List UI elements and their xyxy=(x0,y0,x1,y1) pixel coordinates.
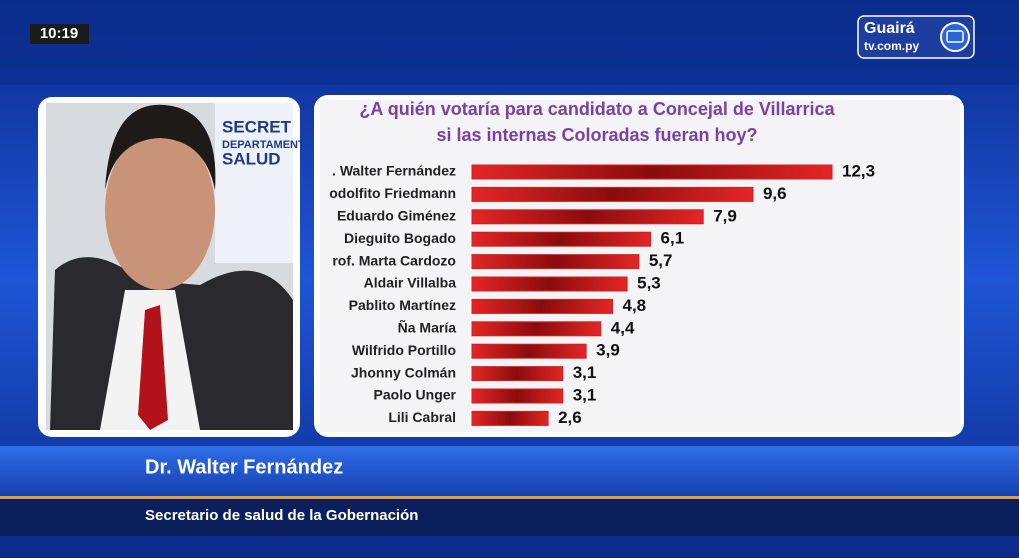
value-label: 5,7 xyxy=(649,251,673,270)
logo-tv xyxy=(946,30,964,43)
bar xyxy=(471,321,602,337)
value-label: 2,6 xyxy=(558,408,582,427)
category-label: Ña María xyxy=(398,319,457,336)
chart-area xyxy=(320,100,960,432)
category-label: Eduardo Giménez xyxy=(337,208,456,224)
category-label: Paolo Unger xyxy=(374,387,457,403)
clock-box xyxy=(30,24,89,44)
value-label: 9,6 xyxy=(763,184,787,203)
value-label: 4,8 xyxy=(622,296,646,315)
person-tie xyxy=(138,305,168,430)
sign-text: DEPARTAMENT xyxy=(222,139,305,151)
logo-site: tv.com.py xyxy=(864,39,919,53)
person-face xyxy=(105,130,215,290)
bar xyxy=(471,231,652,247)
value-label: 12,3 xyxy=(842,161,875,180)
clock: 10:19 xyxy=(40,25,78,42)
sign-text: SECRET xyxy=(222,117,292,136)
category-label: Aldair Villalba xyxy=(364,275,457,291)
bar xyxy=(471,410,549,426)
value-label: 4,4 xyxy=(611,318,635,337)
category-label: rof. Marta Cardozo xyxy=(332,252,456,268)
bar xyxy=(471,186,754,202)
category-label: . Walter Fernández xyxy=(332,163,456,179)
divider xyxy=(0,496,1019,499)
value-label: 5,3 xyxy=(637,273,661,292)
bar xyxy=(471,366,564,382)
logo-icon xyxy=(940,22,970,52)
value-label: 6,1 xyxy=(661,229,685,248)
sign-text: SALUD xyxy=(222,149,281,168)
person-hair xyxy=(105,104,216,190)
value-label: 3,9 xyxy=(596,341,620,360)
bar xyxy=(471,276,628,292)
speaker-name: Dr. Walter Fernández xyxy=(145,456,343,478)
chart-title: ¿A quién votaría para candidato a Concej… xyxy=(359,99,835,119)
value-label: 3,1 xyxy=(573,363,597,382)
chart-title: si las internas Coloradas fueran hoy? xyxy=(436,125,757,145)
category-label: Lili Cabral xyxy=(388,409,456,425)
category-label: Pablito Martínez xyxy=(349,297,456,313)
category-label: Dieguito Bogado xyxy=(344,230,456,246)
bar xyxy=(471,343,587,359)
lower-third-name-band xyxy=(0,446,1019,496)
lower-third-role-band xyxy=(0,499,1019,536)
bar xyxy=(471,164,833,180)
value-label: 7,9 xyxy=(713,206,737,225)
bar xyxy=(471,388,564,404)
top-band xyxy=(0,0,1019,85)
category-label: odolfito Friedmann xyxy=(329,185,456,201)
bar xyxy=(471,254,640,270)
sign xyxy=(215,103,293,263)
category-label: Jhonny Colmán xyxy=(351,364,456,380)
category-label: Wilfrido Portillo xyxy=(352,342,456,358)
speaker-role: Secretario de salud de la Gobernación xyxy=(145,507,418,524)
logo-name: Guairá xyxy=(864,20,915,37)
bar xyxy=(471,298,613,314)
bar-chart: . Walter Fernández 12,3 odolfito Friedmann… xyxy=(329,161,875,426)
bar xyxy=(471,209,704,225)
value-label: 3,1 xyxy=(573,385,597,404)
